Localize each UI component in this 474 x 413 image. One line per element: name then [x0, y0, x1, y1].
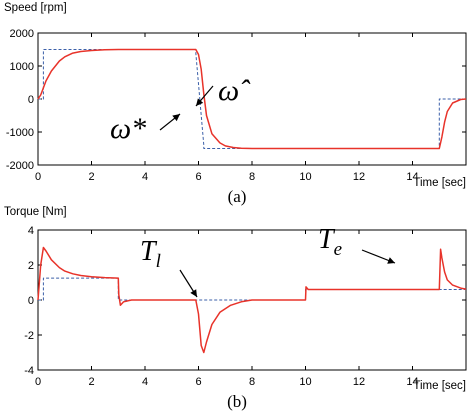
torque-measured-line: [37, 246, 467, 354]
tl-subscript: l: [156, 251, 161, 272]
tl-annotation: Tl: [140, 236, 161, 272]
omega-star-annotation: ω*: [110, 112, 146, 145]
torque-x-tick-label: 4: [142, 376, 148, 388]
speed-x-tick-label: 6: [195, 171, 201, 183]
torque-y-axis-title: Torque [Nm]: [4, 206, 67, 218]
torque-x-tick-label: 0: [35, 376, 41, 388]
speed-x-tick-label: 2: [88, 171, 94, 183]
omega-star-arrow-head: [172, 114, 180, 122]
te-annotation: Te: [318, 224, 342, 260]
speed-measured-line: [37, 48, 467, 150]
speed-y-tick-label: 1000: [10, 61, 34, 73]
te-arrow-head: [387, 257, 395, 264]
speed-y-tick-label: 0: [28, 94, 34, 106]
speed-x-axis-title: Time [sec]: [413, 177, 466, 189]
te-main: T: [318, 224, 336, 255]
speed-y-tick-label: -1000: [6, 127, 34, 139]
te-subscript: e: [334, 239, 342, 260]
torque-chart: -4 -2 0 2 4 0 2 4 6 8 10 12 14 Torque [Nm] Time [sec] (…: [4, 206, 467, 411]
torque-y-tick-label: -2: [24, 330, 34, 342]
speed-panel-label: (a): [228, 187, 247, 206]
torque-y-tick-label: 2: [28, 260, 34, 272]
speed-reference-line: [38, 49, 466, 149]
speed-y-axis-title: Speed [rpm]: [4, 2, 67, 14]
speed-x-tick-label: 10: [299, 171, 311, 183]
speed-x-tick-label: 4: [142, 171, 148, 183]
torque-x-tick-label: 14: [406, 376, 418, 388]
speed-x-tick-label: 0: [35, 171, 41, 183]
omega-hat-arrow-head: [196, 98, 204, 106]
tl-main: T: [140, 236, 158, 267]
torque-panel-label: (b): [227, 392, 247, 411]
torque-y-tick-label: -4: [24, 365, 34, 377]
omega-hat-annotation: ω̂: [218, 74, 251, 107]
speed-plot-frame: [37, 32, 467, 166]
torque-x-tick-label: 10: [299, 376, 311, 388]
speed-x-tick-label: 14: [406, 171, 418, 183]
speed-x-tick-label: 12: [353, 171, 365, 183]
torque-x-tick-label: 12: [353, 376, 365, 388]
speed-x-tick-label: 8: [249, 171, 255, 183]
speed-chart: -2000 -1000 0 1000 2000 0 2 4 6 8 10 12 14 Speed [rpm…: [4, 2, 467, 206]
speed-y-tick-label: 2000: [10, 28, 34, 40]
speed-y-tick-label: -2000: [6, 160, 34, 172]
torque-y-tick-label: 0: [28, 295, 34, 307]
torque-x-tick-label: 6: [195, 376, 201, 388]
torque-x-tick-label: 2: [88, 376, 94, 388]
torque-x-axis-title: Time [sec]: [413, 380, 466, 392]
torque-x-tick-label: 8: [249, 376, 255, 388]
torque-y-tick-label: 4: [28, 225, 34, 237]
tl-arrow-head: [190, 289, 197, 297]
